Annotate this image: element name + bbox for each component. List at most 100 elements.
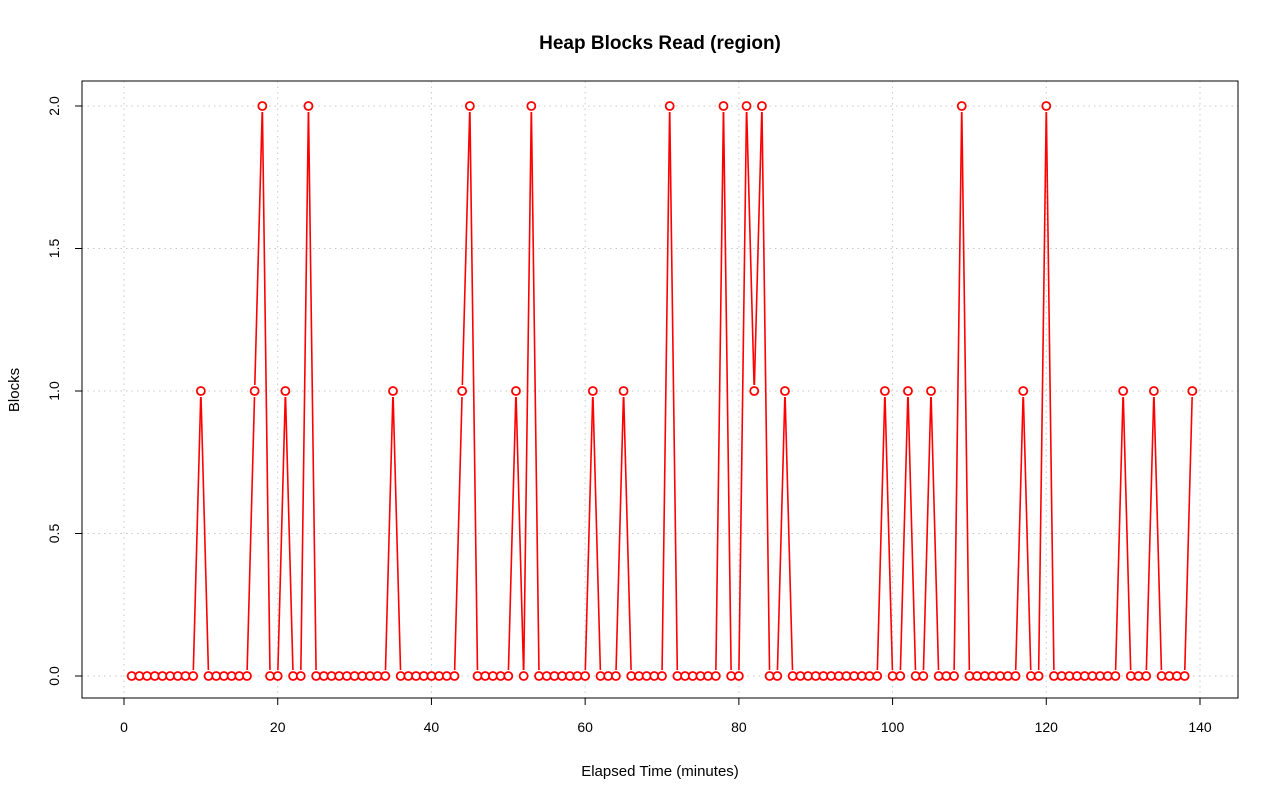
series-segment bbox=[930, 396, 940, 671]
series-segment bbox=[307, 111, 317, 671]
series-segment bbox=[592, 396, 602, 671]
data-point bbox=[249, 386, 260, 396]
data-point bbox=[257, 101, 268, 111]
data-point bbox=[879, 386, 890, 396]
data-point bbox=[503, 671, 514, 681]
series-segment bbox=[384, 396, 394, 671]
x-tick-label: 140 bbox=[1188, 719, 1212, 735]
data-point bbox=[1110, 671, 1121, 681]
data-point bbox=[710, 671, 721, 681]
series-segment bbox=[584, 396, 594, 671]
series-segment bbox=[1037, 111, 1048, 671]
series-segment bbox=[530, 111, 540, 671]
series-segment bbox=[953, 111, 963, 671]
data-point bbox=[457, 386, 468, 396]
data-point bbox=[956, 101, 967, 111]
x-tick-label: 120 bbox=[1035, 719, 1059, 735]
data-point bbox=[1148, 386, 1159, 396]
y-axis-label: Blocks bbox=[6, 368, 23, 412]
series-segment bbox=[461, 111, 471, 386]
y-tick-label: 2.0 bbox=[46, 96, 62, 116]
data-point bbox=[587, 386, 598, 396]
data-point bbox=[903, 386, 913, 396]
data-point bbox=[772, 671, 783, 681]
series-segment bbox=[522, 111, 533, 671]
series-segment bbox=[469, 111, 479, 671]
data-point bbox=[657, 671, 667, 681]
series-segment bbox=[192, 396, 202, 671]
data-point bbox=[1010, 671, 1021, 681]
series-segment bbox=[246, 396, 256, 671]
series-segment bbox=[661, 111, 671, 671]
axis-layer: 0 20 40 60 80 100 120 140 0.0 0.5 1.0 1.5 2.0 bbox=[46, 96, 1212, 735]
series-segment bbox=[961, 111, 971, 671]
series-segment bbox=[254, 111, 263, 386]
series-segment bbox=[515, 396, 525, 671]
y-tick-label: 1.0 bbox=[46, 381, 62, 401]
series-segment bbox=[922, 396, 932, 671]
data-point bbox=[895, 671, 906, 681]
data-point bbox=[926, 386, 936, 396]
series-segment bbox=[761, 111, 771, 671]
series-segment bbox=[453, 396, 463, 671]
data-point bbox=[195, 386, 206, 396]
series-segment bbox=[722, 111, 732, 671]
series-segment bbox=[300, 111, 310, 671]
data-point bbox=[757, 101, 767, 111]
data-point bbox=[1018, 386, 1029, 396]
series-segment bbox=[715, 111, 725, 671]
series-segment bbox=[753, 111, 763, 386]
y-tick-label: 0.5 bbox=[46, 524, 62, 544]
data-point bbox=[388, 386, 398, 396]
data-point bbox=[526, 101, 537, 111]
series-segment bbox=[261, 111, 271, 671]
series-segment bbox=[745, 111, 755, 386]
data-point bbox=[741, 101, 752, 111]
data-point bbox=[449, 671, 460, 681]
data-point bbox=[1033, 671, 1044, 681]
series-segment bbox=[884, 396, 894, 671]
data-point bbox=[242, 671, 252, 681]
data-point bbox=[664, 101, 675, 111]
data-point bbox=[380, 671, 391, 681]
series-segment bbox=[1145, 396, 1155, 671]
series-segment bbox=[1045, 111, 1055, 671]
data-point bbox=[949, 671, 959, 681]
data-point bbox=[610, 671, 621, 681]
data-point bbox=[1041, 101, 1052, 111]
series-segment bbox=[907, 396, 917, 671]
series-segment bbox=[1014, 396, 1024, 671]
data-point bbox=[1141, 671, 1152, 681]
data-point bbox=[518, 671, 529, 681]
data-point bbox=[718, 101, 729, 111]
series-segment bbox=[1114, 396, 1124, 671]
data-point bbox=[1179, 671, 1190, 681]
series-segment bbox=[668, 111, 679, 671]
series-segment bbox=[784, 396, 794, 671]
data-point bbox=[749, 386, 760, 396]
series-segment bbox=[899, 396, 909, 671]
data-point bbox=[780, 386, 790, 396]
x-tick-label: 20 bbox=[270, 719, 286, 735]
series-segment bbox=[1153, 396, 1163, 671]
x-tick-label: 40 bbox=[424, 719, 440, 735]
x-tick-label: 60 bbox=[577, 719, 593, 735]
x-axis-label: Elapsed Time (minutes) bbox=[581, 763, 739, 780]
series-segment bbox=[507, 396, 517, 671]
data-point bbox=[272, 671, 283, 681]
data-point bbox=[872, 671, 883, 681]
series-segment bbox=[1022, 396, 1032, 671]
y-tick-label: 1.5 bbox=[46, 239, 62, 259]
series-segment bbox=[200, 396, 210, 671]
data-point bbox=[464, 101, 475, 111]
series-segment bbox=[1183, 396, 1193, 671]
series-segment bbox=[776, 396, 786, 671]
plot-frame bbox=[81, 80, 1239, 699]
series-segment bbox=[392, 396, 402, 671]
data-point bbox=[918, 671, 929, 681]
series-segment bbox=[277, 396, 287, 671]
chart-title: Heap Blocks Read (region) bbox=[539, 33, 781, 54]
data-point bbox=[295, 671, 306, 681]
data-point bbox=[1118, 386, 1129, 396]
